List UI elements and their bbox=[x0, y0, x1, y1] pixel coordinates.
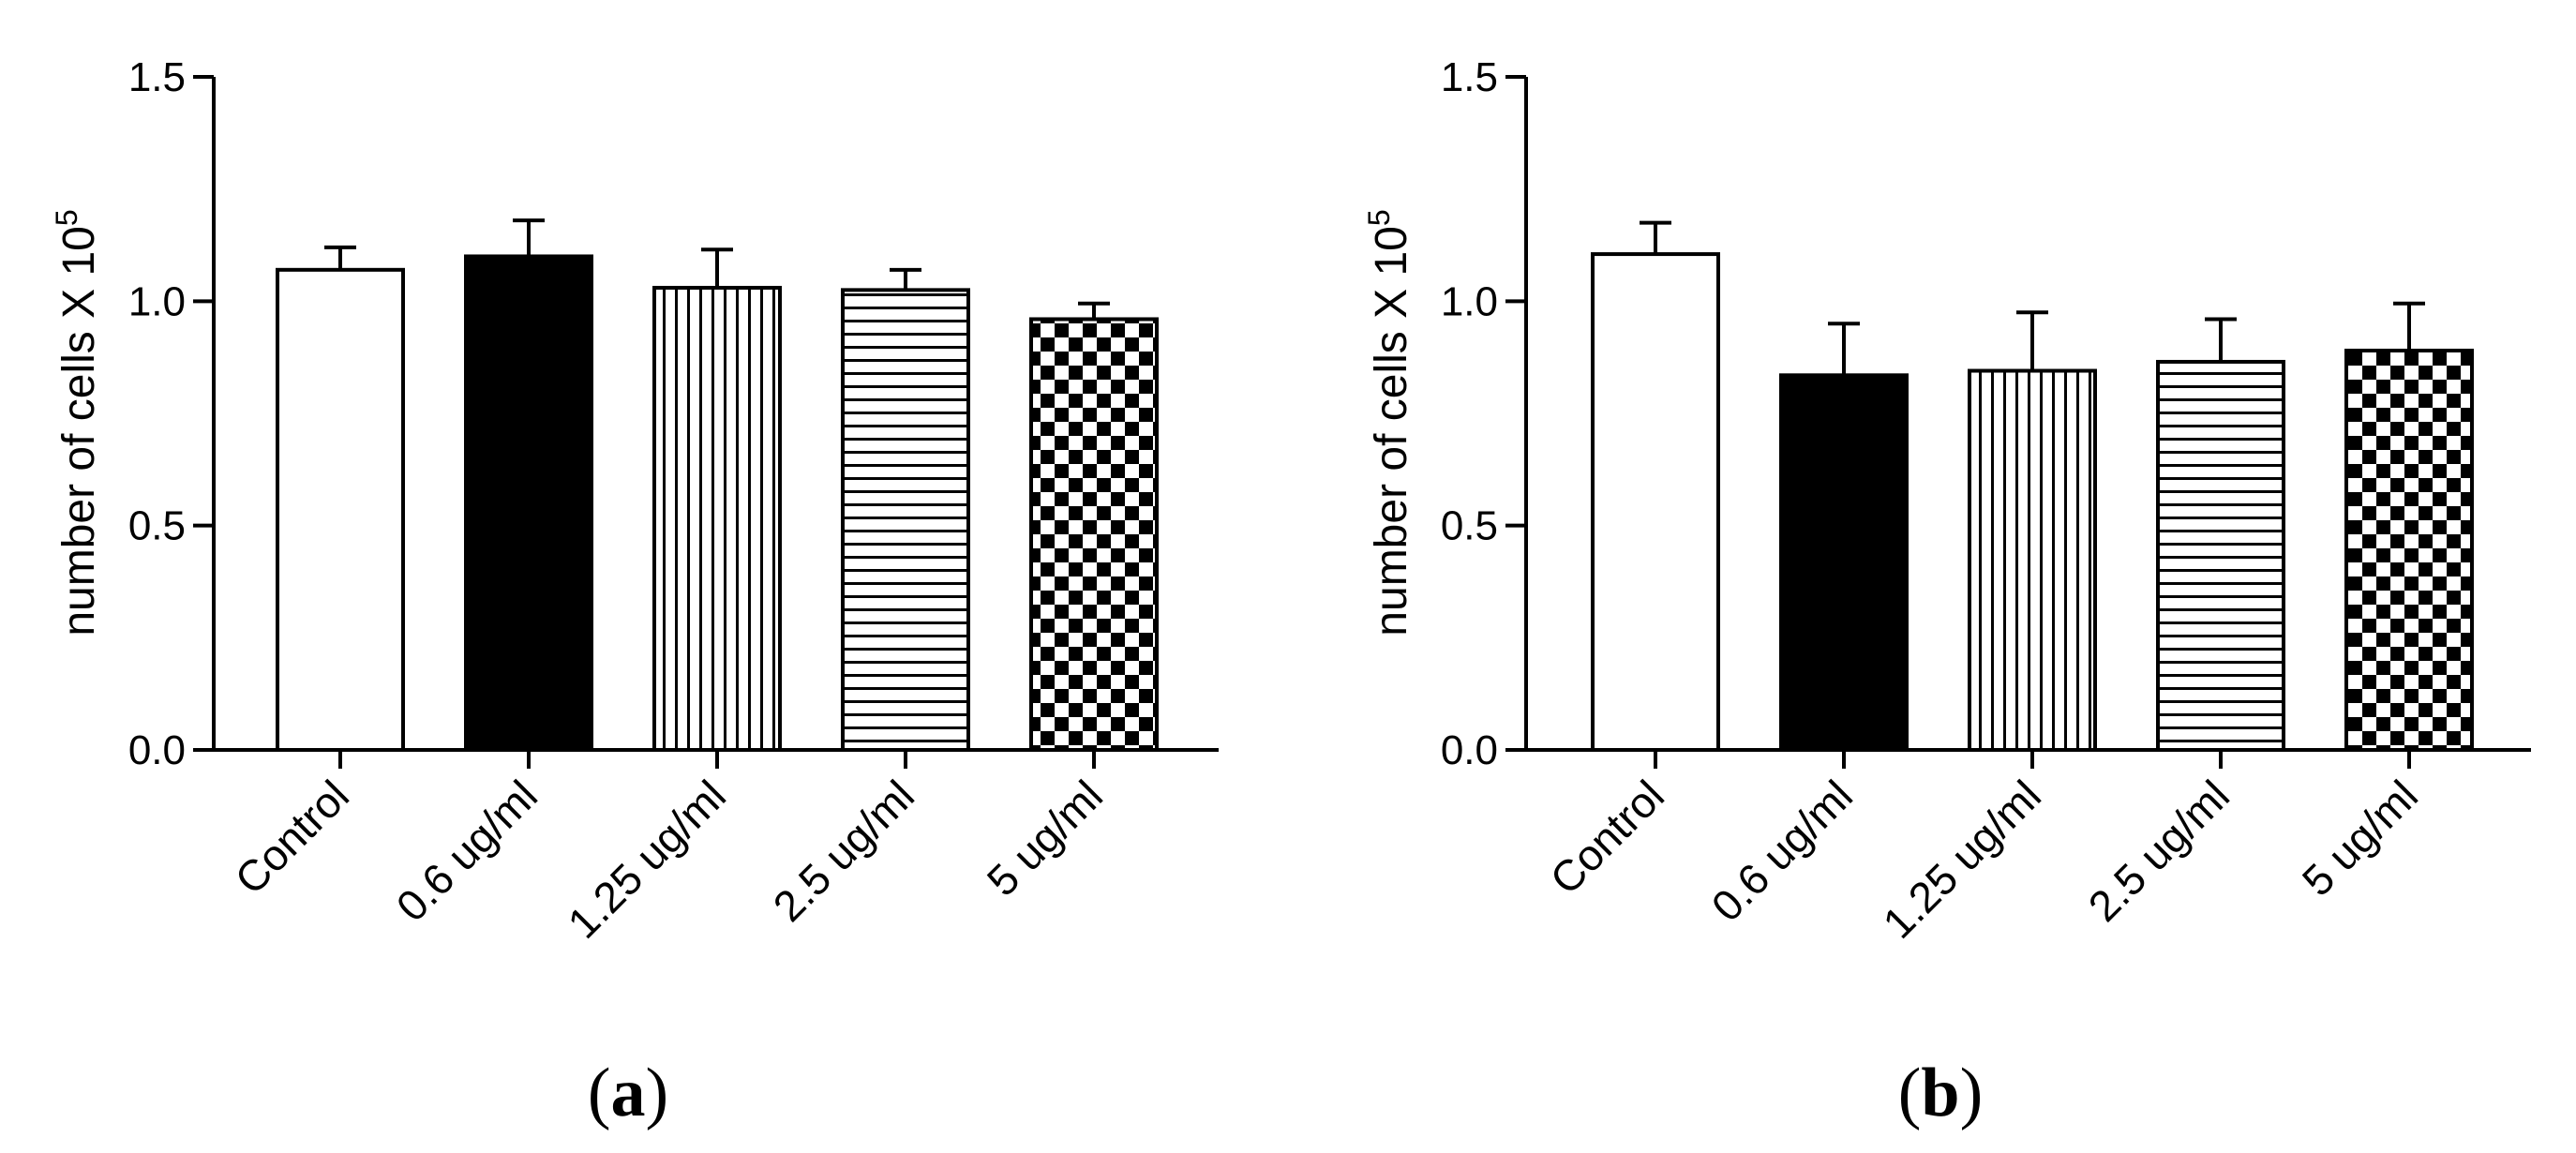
panel-label: (b) bbox=[1898, 1055, 1983, 1131]
y-tick-label: 1.0 bbox=[128, 278, 186, 324]
y-tick-label: 1.5 bbox=[128, 54, 186, 100]
chart-panel-b: 0.0 0.5 1.0 1.5 number of cells X 105 Control… bbox=[1362, 54, 2531, 1131]
bar-black bbox=[1779, 373, 1909, 752]
bar-white bbox=[1591, 252, 1720, 753]
bar-checker bbox=[2344, 348, 2474, 752]
bar-vertical-lines bbox=[652, 285, 782, 752]
bar-horizontal-lines bbox=[2156, 359, 2285, 752]
y-tick-label: 0.0 bbox=[1441, 727, 1498, 773]
bar-white bbox=[276, 267, 405, 752]
x-tick-label: 0.6 ug/ml bbox=[1702, 771, 1863, 931]
bar-checker bbox=[1029, 317, 1159, 752]
x-tick-label: 5 ug/ml bbox=[2293, 771, 2427, 905]
x-tick-label: 2.5 ug/ml bbox=[764, 771, 924, 931]
y-tick-label: 0.0 bbox=[128, 727, 186, 773]
y-tick-label: 0.5 bbox=[1441, 503, 1498, 549]
bar-vertical-lines bbox=[1968, 368, 2097, 752]
y-tick-label: 1.5 bbox=[1441, 54, 1498, 100]
x-tick-label: Control bbox=[1540, 771, 1673, 904]
y-tick-label: 0.5 bbox=[128, 503, 186, 549]
x-tick-label: 0.6 ug/ml bbox=[387, 771, 547, 931]
y-tick-label: 1.0 bbox=[1441, 278, 1498, 324]
x-tick-label: 1.25 ug/ml bbox=[1873, 771, 2050, 948]
x-tick-label: 2.5 ug/ml bbox=[2079, 771, 2239, 931]
y-axis-title: number of cells X 105 bbox=[50, 209, 104, 636]
x-tick-label: 5 ug/ml bbox=[978, 771, 1112, 905]
x-tick-label: 1.25 ug/ml bbox=[558, 771, 735, 948]
y-axis-title: number of cells X 105 bbox=[1362, 209, 1416, 636]
chart-panel-a: 0.0 0.5 1.0 1.5 number of cells X 105 Control… bbox=[50, 54, 1219, 1131]
panel-label: (a) bbox=[588, 1055, 668, 1131]
x-tick-label: Control bbox=[225, 771, 358, 904]
bar-horizontal-lines bbox=[841, 288, 970, 752]
bar-black bbox=[464, 254, 593, 752]
